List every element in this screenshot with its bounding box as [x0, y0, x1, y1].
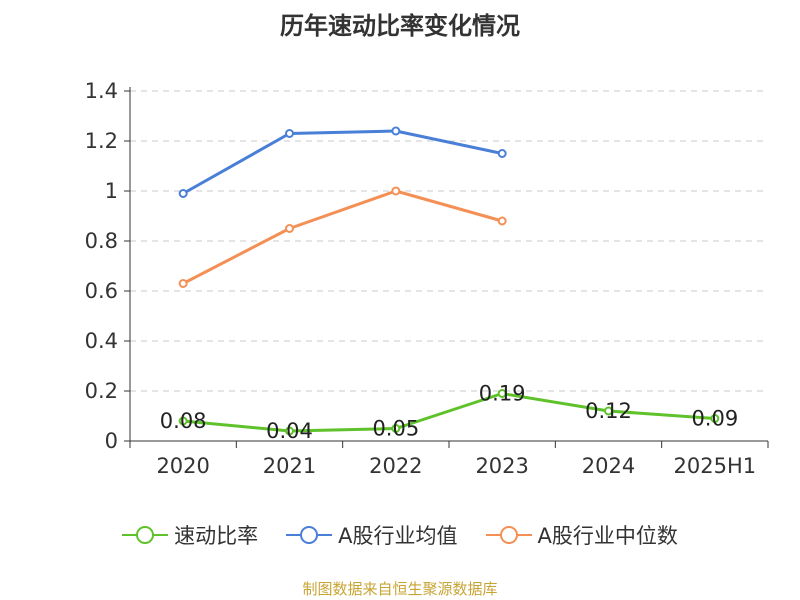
data-point: [391, 126, 401, 136]
series-lines: [178, 126, 720, 436]
data-label: 0.04: [266, 419, 313, 443]
x-tick-label: 2023: [475, 454, 528, 478]
data-point: [285, 224, 294, 233]
data-point: [178, 189, 188, 198]
data-point: [497, 389, 507, 398]
data-point: [391, 424, 401, 433]
data-point: [178, 279, 188, 288]
legend-label: A股行业均值: [338, 524, 458, 548]
y-tick-label: 0.2: [85, 379, 118, 403]
legend-item-industry-median[interactable]: A股行业中位数: [485, 520, 678, 550]
data-point: [604, 406, 613, 416]
grid-lines: [130, 90, 768, 392]
y-tick-label: 1: [105, 179, 118, 203]
data-label: 0.19: [479, 382, 526, 406]
data-point: [285, 129, 294, 138]
source-note: 制图数据来自恒生聚源数据库: [302, 580, 498, 598]
data-point: [391, 186, 401, 196]
x-tick-label: 2022: [369, 454, 422, 478]
series-line: [182, 189, 503, 285]
x-tick-label: 2024: [582, 454, 635, 478]
data-labels: 0.08 0.04 0.05 0.19 0.12 0.09: [160, 382, 738, 444]
x-tick-label: 2025H1: [674, 454, 757, 478]
legend-label: 速动比率: [174, 524, 259, 548]
y-tick-label: 0.6: [85, 279, 118, 303]
y-tick-label: 0.8: [85, 229, 118, 253]
legend-item-industry-mean[interactable]: A股行业均值: [286, 520, 458, 550]
data-point: [710, 414, 720, 423]
axes: 0 0.2 0.4 0.6 0.8 1 1.2 1.4 2020 2021 2022 2023 2024…: [85, 79, 769, 478]
legend-marker-icon: [286, 526, 333, 544]
series-line: [182, 129, 503, 195]
series-line: [183, 392, 715, 433]
data-label: 0.05: [372, 417, 419, 441]
data-point: [497, 216, 507, 226]
y-tick-label: 0: [105, 429, 118, 453]
y-tick-label: 0.4: [85, 329, 118, 353]
x-tick-label: 2020: [156, 454, 209, 478]
data-point: [178, 416, 188, 426]
data-label: 0.12: [585, 399, 632, 423]
data-label: 0.09: [691, 407, 738, 431]
legend: 速动比率 A股行业均值 A股行业中位数: [0, 520, 800, 550]
data-point: [497, 149, 507, 158]
y-tick-label: 1.4: [85, 79, 118, 103]
y-tick-label: 1.2: [85, 129, 118, 153]
legend-item-quick-ratio[interactable]: 速动比率: [122, 520, 258, 550]
chart-title: 历年速动比率变化情况: [280, 12, 520, 40]
data-point: [285, 426, 294, 436]
x-tick-label: 2021: [263, 454, 316, 478]
legend-marker-icon: [485, 526, 532, 544]
legend-marker-icon: [122, 526, 169, 544]
data-label: 0.08: [160, 409, 207, 433]
legend-label: A股行业中位数: [537, 524, 678, 548]
